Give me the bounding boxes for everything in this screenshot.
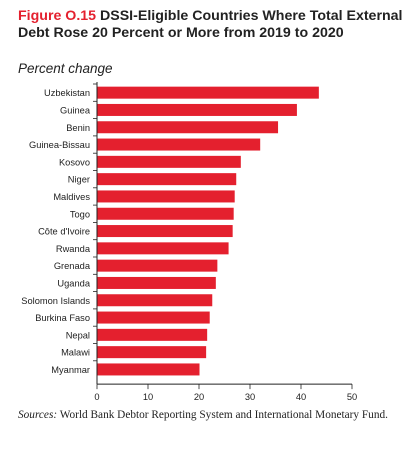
x-tick-label: 30	[245, 392, 255, 402]
category-label: Uganda	[57, 278, 90, 288]
category-label: Myanmar	[51, 365, 90, 375]
bar	[97, 363, 200, 376]
category-label: Rwanda	[56, 244, 91, 254]
category-label: Burkina Faso	[35, 313, 90, 323]
x-tick-label: 0	[94, 392, 99, 402]
source-note: Sources: World Bank Debtor Reporting Sys…	[18, 409, 408, 422]
bar	[97, 328, 208, 341]
x-tick-label: 50	[347, 392, 357, 402]
category-label: Grenada	[54, 261, 91, 271]
x-tick-label: 10	[143, 392, 153, 402]
bar	[97, 173, 237, 186]
bar	[97, 242, 229, 255]
category-label: Guinea-Bissau	[29, 140, 90, 150]
category-label: Kosovo	[59, 157, 90, 167]
category-label: Niger	[68, 175, 90, 185]
bar	[97, 207, 234, 220]
source-label: Sources:	[18, 409, 58, 421]
x-tick-label: 20	[194, 392, 204, 402]
figure-number: Figure O.15	[18, 8, 97, 24]
category-label: Benin	[66, 123, 90, 133]
category-label: Côte d'Ivoire	[38, 227, 90, 237]
bar	[97, 276, 216, 289]
bar	[97, 155, 241, 168]
bar	[97, 138, 261, 151]
category-label: Togo	[70, 209, 90, 219]
category-label: Maldives	[53, 192, 90, 202]
category-label: Solomon Islands	[21, 296, 90, 306]
category-label: Malawi	[61, 348, 90, 358]
bar	[97, 103, 297, 116]
bar	[97, 190, 235, 203]
category-label: Nepal	[66, 330, 90, 340]
category-label: Guinea	[60, 105, 91, 115]
source-text: World Bank Debtor Reporting System and I…	[59, 409, 388, 421]
x-tick-label: 40	[296, 392, 306, 402]
bar	[97, 311, 210, 324]
bar	[97, 294, 213, 307]
bar	[97, 346, 207, 359]
bar	[97, 225, 233, 238]
bar	[97, 86, 319, 99]
chart-subtitle: Percent change	[18, 61, 113, 76]
bar	[97, 259, 218, 272]
bar	[97, 121, 279, 134]
chart-title: Figure O.15 DSSI-Eligible Countries Wher…	[18, 8, 408, 42]
figure-title: DSSI-Eligible Countries Where Total Exte…	[18, 8, 403, 41]
category-label: Uzbekistan	[44, 88, 90, 98]
